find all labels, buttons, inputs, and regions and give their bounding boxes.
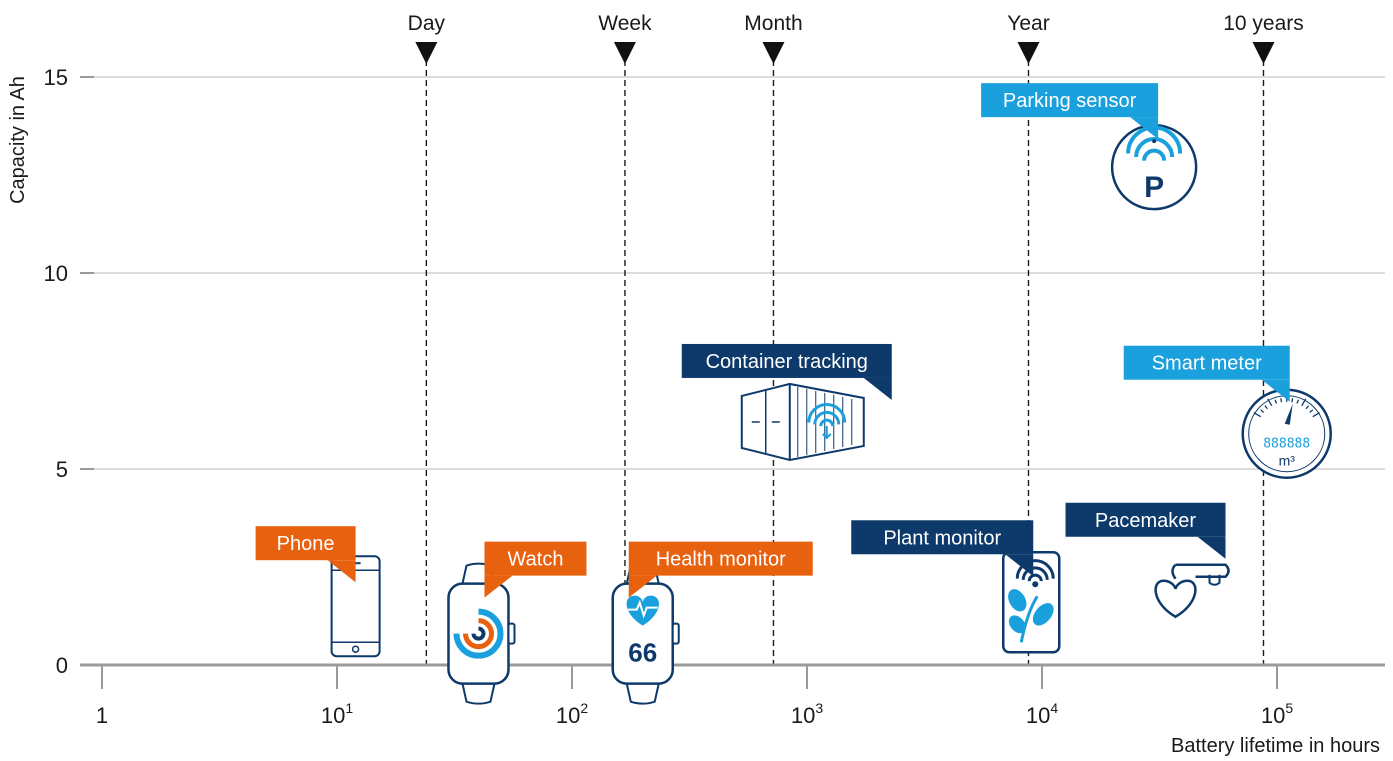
callout-box — [1065, 502, 1226, 537]
callout-pointer — [1130, 117, 1159, 140]
callout-pointer — [1197, 536, 1226, 559]
x-axis-title: Battery lifetime in hours — [1171, 735, 1380, 757]
callout-pointer — [484, 575, 513, 598]
marker-label-year: Year — [1007, 12, 1049, 35]
device-callouts: Phone Watch Health monitor Container tracki… — [255, 83, 1290, 598]
y-axis-title: Capacity in Ah — [7, 76, 29, 204]
callout-phone: Phone — [255, 526, 356, 583]
callout-label: Phone — [277, 533, 335, 555]
meter-unit: m³ — [1279, 453, 1296, 469]
callout-parking-sensor: Parking sensor — [981, 83, 1159, 140]
x-tick-label-100: 102 — [556, 700, 588, 728]
callout-plant-monitor: Plant monitor — [851, 520, 1034, 577]
shipping-container-icon — [740, 382, 865, 461]
y-tick-label-15: 15 — [44, 65, 68, 90]
axes: 0 5 10 15 1 101 102 103 104 105 — [44, 65, 1385, 728]
marker-triangle-month — [762, 42, 785, 64]
callout-box — [681, 343, 892, 378]
callout-smart-meter: Smart meter — [1123, 345, 1290, 402]
marker-label-month: Month — [744, 12, 802, 35]
callout-pointer — [1005, 554, 1034, 577]
smartwatch-icon — [447, 562, 516, 705]
pacemaker-icon — [1154, 563, 1230, 619]
marker-triangle-year — [1017, 42, 1040, 64]
grid-lines — [80, 76, 1385, 470]
x-tick-label-1000: 103 — [791, 700, 823, 728]
callout-box — [1123, 345, 1290, 380]
callout-label: Container tracking — [706, 351, 868, 373]
marker-label-week: Week — [598, 12, 652, 35]
x-tick-label-10: 101 — [321, 700, 353, 728]
callout-pointer — [628, 575, 657, 598]
callout-box — [851, 520, 1034, 555]
callout-pointer — [1261, 379, 1290, 402]
x-tick-label-10000: 104 — [1026, 700, 1058, 728]
x-tick-label-1: 1 — [96, 703, 108, 728]
callout-health-monitor: Health monitor — [628, 541, 813, 598]
callout-label: Plant monitor — [883, 527, 1001, 549]
marker-triangle-week — [613, 42, 636, 64]
callout-box — [628, 541, 813, 576]
callout-label: Health monitor — [656, 549, 786, 571]
callout-box — [484, 541, 587, 576]
parking-sensor-icon: P — [1110, 123, 1198, 211]
callout-container-tracking: Container tracking — [681, 343, 892, 400]
heart-rate-value: 66 — [628, 638, 657, 668]
callout-label: Watch — [508, 549, 564, 571]
y-tick-label-10: 10 — [44, 261, 68, 286]
callout-label: Parking sensor — [1003, 90, 1137, 112]
marker-triangle-day — [415, 42, 438, 64]
callout-label: Smart meter — [1152, 353, 1262, 375]
phone-icon — [330, 555, 381, 658]
marker-label-day: Day — [408, 12, 446, 35]
callout-label: Pacemaker — [1095, 510, 1196, 532]
meter-digits: 888888 — [1263, 437, 1310, 452]
x-tick-label-100000: 105 — [1261, 700, 1293, 728]
parking-letter: P — [1144, 171, 1164, 204]
callout-pacemaker: Pacemaker — [1065, 502, 1226, 559]
marker-triangle-10-years — [1252, 42, 1275, 64]
callout-box — [981, 83, 1159, 118]
marker-label-10-years: 10 years — [1223, 12, 1304, 35]
callout-watch: Watch — [484, 541, 587, 598]
callout-box — [255, 526, 356, 561]
callout-pointer — [327, 560, 356, 583]
plant-sensor-icon — [1001, 551, 1061, 654]
y-tick-label-5: 5 — [56, 457, 68, 482]
callout-pointer — [863, 377, 892, 400]
heart-rate-watch-icon: 66 — [611, 562, 680, 705]
y-tick-label-0: 0 — [56, 653, 68, 678]
